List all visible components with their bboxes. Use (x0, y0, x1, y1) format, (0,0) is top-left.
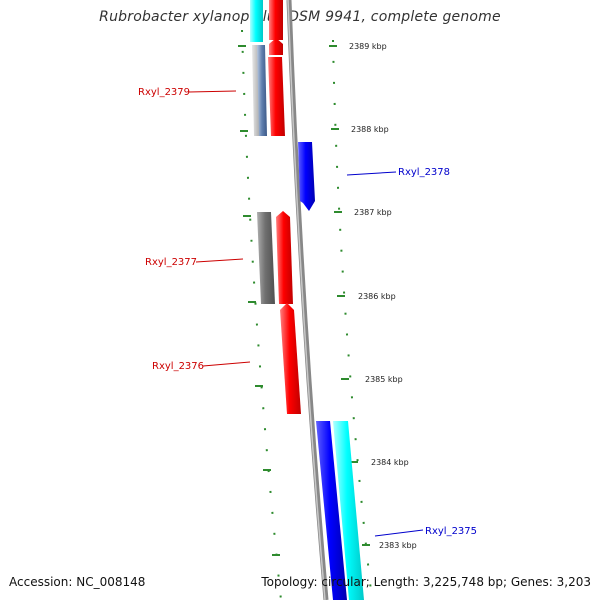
tick-label-2387: 2387 kbp (354, 208, 392, 217)
red-feature-top (269, 0, 283, 40)
leader-line-2377 (195, 258, 244, 263)
gene-rxyl-2378 (298, 142, 315, 211)
tick-label-2384: 2384 kbp (371, 458, 409, 467)
gene-arrow-top (269, 38, 283, 55)
accession-text: Accession: NC_008148 (9, 575, 146, 589)
major-ticks (329, 45, 370, 546)
gene-label-2376[interactable]: Rxyl_2376 (152, 361, 204, 372)
genome-backbone-highlight (287, 0, 326, 600)
map-title: Rubrobacter xylanophilus DSM 9941, compl… (99, 9, 501, 25)
gray-feature-2377 (257, 212, 275, 304)
gene-label-2378[interactable]: Rxyl_2378 (398, 167, 450, 178)
tick-label-2389: 2389 kbp (349, 42, 387, 51)
genome-backbone (286, 0, 329, 600)
cyan-feature-top (250, 0, 263, 42)
tick-label-2385: 2385 kbp (365, 375, 403, 384)
tick-label-2383: 2383 kbp (379, 541, 417, 550)
genome-info-text: Topology: circular; Length: 3,225,748 bp… (261, 575, 591, 589)
gene-rxyl-2375 (316, 421, 347, 600)
gene-rxyl-2376 (280, 303, 301, 414)
gene-label-2375[interactable]: Rxyl_2375 (425, 526, 477, 537)
gene-label-2379[interactable]: Rxyl_2379 (138, 87, 190, 98)
cyan-feature-2375 (333, 421, 364, 600)
gene-rxyl-2377 (276, 211, 293, 304)
leader-line-2378 (346, 171, 397, 176)
tick-label-2386: 2386 kbp (358, 292, 396, 301)
major-ticks-inner (238, 45, 280, 556)
leader-line-2375 (374, 529, 424, 537)
gene-label-2377[interactable]: Rxyl_2377 (145, 257, 197, 268)
leader-line-2376 (202, 361, 251, 367)
red-gene-2379 (268, 57, 285, 136)
steel-blue-feature (257, 45, 267, 136)
leader-line-2379 (188, 90, 237, 93)
tick-label-2388: 2388 kbp (351, 125, 389, 134)
